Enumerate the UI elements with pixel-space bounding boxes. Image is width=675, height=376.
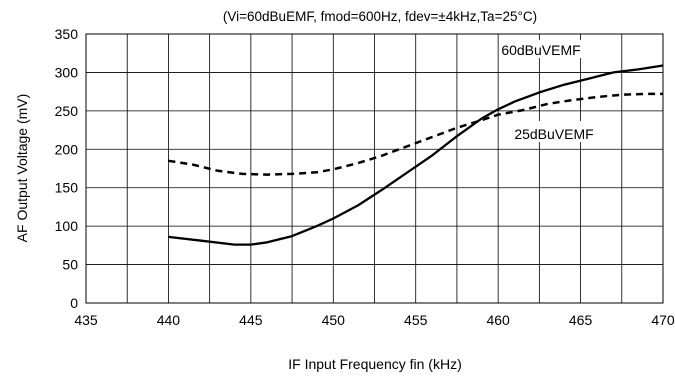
- y-axis-title: AF Output Voltage (mV): [14, 94, 30, 243]
- series-labels: 60dBuVEMF 25dBuVEMF: [501, 40, 613, 142]
- y-tick-label: 300: [55, 64, 79, 80]
- tick-labels: 435 440 445 450 455 460 465 470 0 50 100 150 200 250 3…: [55, 26, 675, 328]
- grid: [86, 34, 663, 303]
- y-tick-label: 100: [55, 218, 79, 234]
- x-tick-label: 465: [569, 312, 593, 328]
- x-tick-label: 445: [239, 312, 263, 328]
- y-tick-label: 0: [70, 295, 78, 311]
- x-tick-label: 470: [651, 312, 675, 328]
- x-tick-label: 440: [157, 312, 181, 328]
- y-tick-label: 350: [55, 26, 79, 42]
- series-label-1: 60dBuVEMF: [501, 42, 580, 58]
- chart-title: (Vi=60dBuEMF, fmod=600Hz, fdev=±4kHz,Ta=…: [223, 9, 537, 24]
- series-label-2: 25dBuVEMF: [514, 126, 593, 142]
- series-line-2: [168, 92, 663, 176]
- y-tick-label: 150: [55, 180, 79, 196]
- series-label-background: [522, 40, 612, 58]
- x-tick-label: 455: [404, 312, 428, 328]
- y-tick-label: 200: [55, 141, 79, 157]
- y-tick-label: 50: [62, 257, 78, 273]
- x-axis-title: IF Input Frequency fin (kHz): [288, 356, 462, 372]
- x-tick-label: 435: [74, 312, 98, 328]
- series-line-1: [168, 64, 664, 246]
- plot-frame: [85, 33, 664, 304]
- y-tick-label: 250: [55, 103, 79, 119]
- x-tick-label: 450: [322, 312, 346, 328]
- series-layer: [168, 64, 664, 246]
- x-tick-label: 460: [486, 312, 510, 328]
- series-label-background: [513, 121, 613, 142]
